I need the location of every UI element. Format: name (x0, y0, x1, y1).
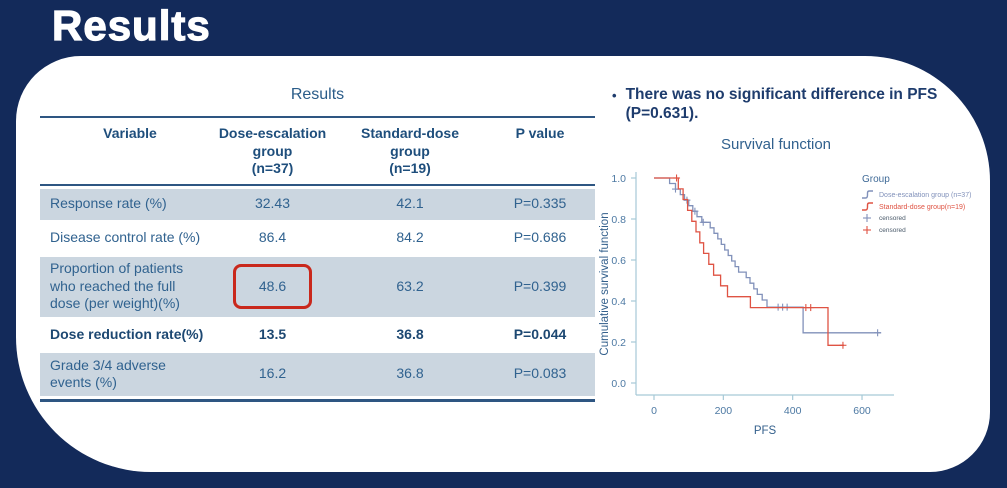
cell-value: 42.1 (396, 195, 424, 212)
row-label: Proportion of patients who reached the f… (50, 260, 184, 312)
y-tick-label: 1.0 (611, 173, 626, 185)
table-header-rule (40, 183, 595, 186)
legend-censor-icon (863, 214, 871, 222)
bullet-icon: • (612, 88, 617, 103)
slide-title: Results (51, 1, 211, 49)
table-top-rule (40, 116, 595, 118)
legend-step-icon (862, 190, 873, 199)
column-header: Dose-escalation group (n=37) (218, 125, 327, 176)
cell-value: 63.2 (396, 277, 424, 294)
cell-value: P=0.335 (513, 195, 567, 212)
results-table: Results Variable Dose-escalation group (n… (40, 86, 595, 402)
legend-entry-label: Standard-dose group(n=19) (879, 204, 965, 211)
row-label: Dose reduction rate(%) (50, 325, 204, 342)
cell-value: 36.8 (396, 365, 424, 382)
cell-value: P=0.044 (513, 325, 567, 342)
table-bottom-rule (40, 398, 595, 402)
row-label: Grade 3/4 adverse events (%) (50, 356, 166, 391)
y-axis-label: Cumulative survival function (599, 212, 611, 355)
content-panel: Results Variable Dose-escalation group (n… (16, 56, 990, 472)
cell-value: 86.4 (258, 229, 287, 246)
cell-value: 16.2 (258, 365, 287, 382)
cell-value: P=0.399 (513, 277, 567, 294)
km-curve-standard-dose (654, 177, 844, 346)
y-tick-label: 0.2 (611, 337, 626, 349)
censor-marks-standard-dose (673, 174, 847, 349)
table-row: Grade 3/4 adverse events (%) 16.2 36.8 P=0.… (40, 352, 595, 396)
legend-censored-label: censored (879, 227, 906, 234)
row-label: Disease control rate (%) (50, 229, 201, 246)
column-header: P value (515, 125, 565, 141)
legend: Group Dose-escalation group (n=37) Standar… (862, 174, 971, 234)
x-tick-label: 600 (853, 405, 871, 417)
table-title: Results (290, 86, 345, 103)
callout: • There was no significant difference in… (612, 86, 964, 123)
km-plot-svg: 0.0 0.2 0.4 0.6 0.8 1.0 0 200 400 600 PFS Cumulativ… (599, 172, 971, 437)
cell-value: 13.5 (258, 325, 287, 342)
x-axis-label: PFS (754, 425, 777, 437)
column-header: Variable (103, 125, 157, 141)
y-tick-label: 0.0 (611, 378, 626, 390)
cell-value: 48.6 (210, 263, 335, 310)
y-tick-label: 0.6 (611, 255, 626, 267)
x-tick-label: 400 (784, 405, 802, 417)
legend-censor-icon (863, 226, 871, 234)
axes (631, 172, 894, 400)
cell-value: 84.2 (396, 229, 424, 246)
column-header: Standard-dose group (n=19) (360, 125, 459, 176)
callout-text: There was no significant difference in P… (625, 86, 938, 122)
highlight-box: 48.6 (232, 263, 313, 310)
table-row: Proportion of patients who reached the f… (40, 256, 595, 317)
x-tick-label: 200 (715, 405, 733, 417)
cell-value: P=0.083 (513, 365, 567, 382)
cell-value: 36.8 (396, 325, 424, 342)
censor-marks-dose-escalation (671, 185, 882, 337)
survival-chart: 0.0 0.2 0.4 0.6 0.8 1.0 0 200 400 600 PFS Cumulativ… (598, 158, 1006, 464)
legend-title: Group (862, 174, 890, 185)
table-body: Response rate (%) 32.43 42.1 P=0.335 Disease… (40, 186, 595, 396)
cell-value: P=0.686 (513, 229, 567, 246)
chart-title: Survival function (720, 136, 832, 153)
legend-entry-label: Dose-escalation group (n=37) (879, 192, 971, 199)
cell-value: 32.43 (254, 195, 291, 212)
table-row: Response rate (%) 32.43 42.1 P=0.335 (40, 188, 595, 220)
legend-step-icon (862, 202, 873, 211)
y-tick-label: 0.8 (611, 214, 626, 226)
table-row: Disease control rate (%) 86.4 84.2 P=0.686 (40, 223, 595, 254)
table-row: Dose reduction rate(%) 13.5 36.8 P=0.044 (40, 320, 595, 350)
legend-censored-label: censored (879, 215, 906, 222)
y-tick-label: 0.4 (611, 296, 626, 308)
table-header-row: Variable Dose-escalation group (n=37) Stan… (40, 118, 595, 184)
row-label: Response rate (%) (50, 195, 167, 212)
x-tick-label: 0 (651, 405, 657, 417)
